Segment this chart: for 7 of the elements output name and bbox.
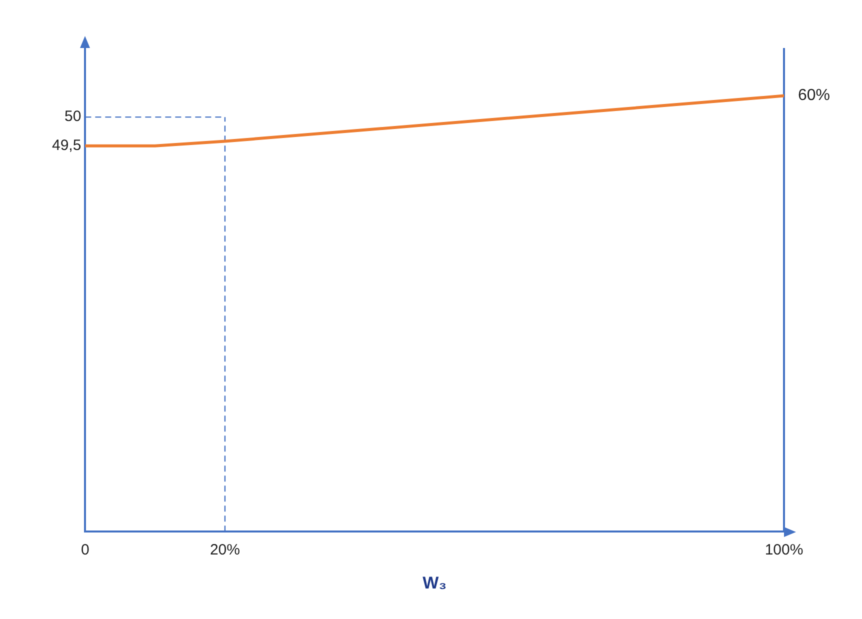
y-tick-label: 49,5 xyxy=(52,137,82,154)
x-tick-label: 100% xyxy=(764,542,804,559)
y-tick-label: 50 xyxy=(64,108,82,126)
x-axis-title: W₃ xyxy=(422,573,447,592)
annotation: 60% xyxy=(798,87,830,104)
x-tick-label: 20% xyxy=(210,542,240,559)
x-tick-label: 0 xyxy=(81,542,90,559)
